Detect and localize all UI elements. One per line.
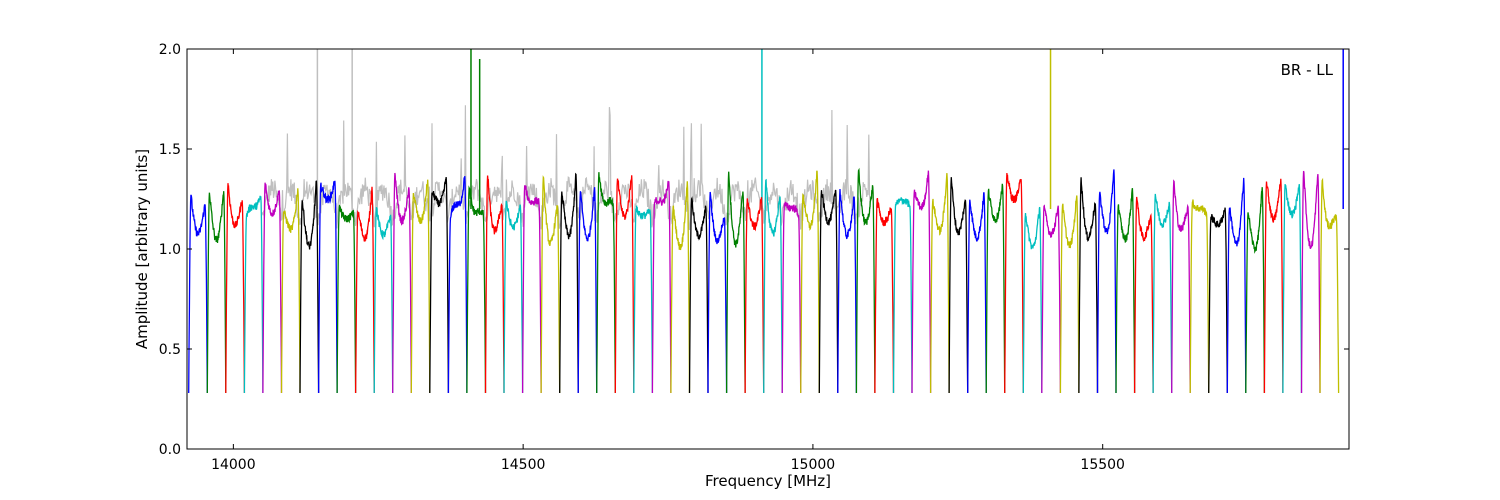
- subband-trace: [1078, 177, 1099, 394]
- subband-trace: [1319, 177, 1340, 394]
- subband-trace: [336, 204, 357, 394]
- subband-trace: [818, 189, 839, 394]
- subband-trace: [800, 170, 820, 394]
- subband-trace: [1004, 172, 1024, 394]
- subband-trace: [967, 192, 987, 394]
- subband-trace: [1300, 170, 1321, 394]
- subband-trace: [521, 185, 542, 394]
- subband-trace: [299, 180, 320, 394]
- y-tick-label: 1.5: [159, 142, 181, 158]
- x-tick-label: 14000: [211, 457, 256, 473]
- x-tick-label: 14500: [501, 457, 546, 473]
- y-tick-label: 0.5: [159, 342, 181, 358]
- subband-trace: [429, 176, 450, 394]
- y-axis-label: Amplitude [arbitrary units]: [133, 149, 151, 349]
- series-traces: [188, 49, 1344, 394]
- subband-trace: [596, 172, 616, 394]
- subband-trace: [354, 186, 375, 394]
- subband-trace: [1115, 187, 1136, 394]
- subband-trace: [688, 196, 709, 394]
- y-tick-label: 0.0: [159, 442, 181, 458]
- subband-trace: [1263, 178, 1284, 394]
- subband-trace: [392, 172, 412, 394]
- subband-trace: [781, 201, 802, 394]
- subband-trace: [651, 180, 672, 394]
- x-axis-label: Frequency [MHz]: [705, 472, 831, 490]
- subband-trace: [559, 172, 579, 394]
- x-tick-label: 15500: [1080, 457, 1125, 473]
- subband-trace: [744, 197, 765, 394]
- axis-ticks: 14000 14500 15000 15500 0.0 0.5 1.0 1.5 2.0: [159, 42, 1349, 473]
- subband-trace: [447, 176, 468, 394]
- subband-trace: [1189, 199, 1210, 394]
- subband-trace: [206, 191, 227, 394]
- subband-trace: [763, 178, 783, 394]
- x-tick-label: 15000: [791, 457, 836, 473]
- subband-trace: [484, 175, 505, 394]
- subband-trace: [1022, 206, 1043, 394]
- subband-trace: [1041, 204, 1062, 394]
- baseline-annotation: BR - LL: [1281, 61, 1334, 79]
- subband-trace: [1282, 184, 1303, 394]
- subband-trace: [929, 173, 950, 394]
- subband-trace: [855, 167, 876, 394]
- subband-trace: [892, 197, 913, 394]
- subband-trace: [188, 194, 208, 394]
- subband-trace: [707, 191, 728, 394]
- subband-trace: [614, 175, 635, 394]
- subband-trace: [280, 188, 301, 394]
- subband-trace: [1208, 207, 1228, 394]
- background-trace: [261, 105, 871, 231]
- subband-trace: [1152, 193, 1173, 394]
- subband-trace: [948, 177, 969, 394]
- subband-trace: [874, 197, 895, 394]
- y-tick-label: 2.0: [159, 42, 181, 58]
- subband-trace: [1171, 179, 1191, 394]
- subband-trace: [837, 188, 858, 394]
- subband-trace: [1133, 196, 1154, 394]
- subband-trace: [243, 195, 264, 394]
- subband-trace: [373, 206, 394, 394]
- subband-trace: [670, 181, 691, 394]
- subband-trace: [911, 170, 932, 394]
- subband-trace: [633, 205, 654, 394]
- y-tick-label: 1.0: [159, 242, 181, 258]
- subband-trace: [225, 183, 246, 394]
- subband-trace: [540, 175, 561, 394]
- subband-trace: [1226, 177, 1247, 394]
- subband-trace: [1245, 187, 1266, 394]
- subband-trace: [1059, 195, 1080, 394]
- subband-trace: [1096, 169, 1117, 394]
- subband-trace: [317, 180, 338, 394]
- subband-trace: [262, 182, 283, 394]
- subband-trace: [985, 183, 1006, 394]
- subband-trace: [577, 187, 598, 394]
- subband-trace: [725, 171, 746, 394]
- subband-trace: [410, 179, 431, 394]
- subband-trace: [503, 200, 524, 394]
- subband-trace: [466, 185, 487, 394]
